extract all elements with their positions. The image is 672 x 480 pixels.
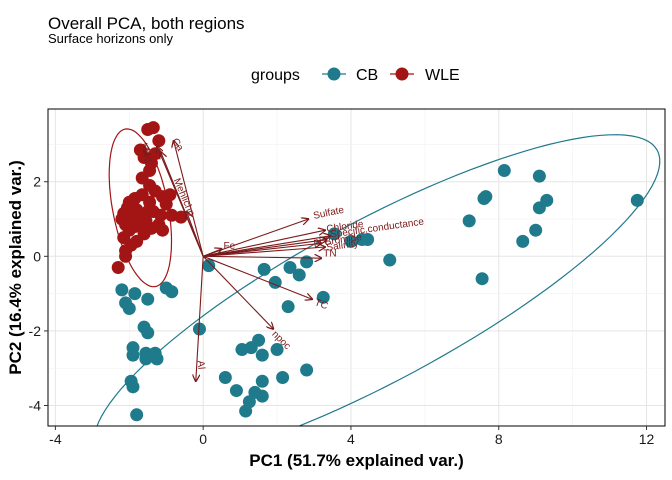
loading-label: Salinity	[326, 238, 359, 253]
point-cb	[130, 408, 144, 422]
loading-label: TN	[323, 248, 336, 259]
point-cb	[516, 234, 530, 248]
loading-label: Mg	[139, 147, 154, 164]
loading-arrow-bromide	[203, 243, 321, 257]
point-wle	[119, 249, 133, 263]
point-cb	[462, 214, 476, 228]
loading-arrow-npoc	[202, 255, 273, 329]
x-tick-label: -4	[49, 431, 62, 447]
point-cb	[141, 326, 155, 340]
score-points	[111, 121, 644, 422]
point-cb	[239, 404, 253, 418]
loading-arrow-chloride	[203, 230, 325, 257]
x-tick-label: 12	[639, 431, 655, 447]
point-cb	[281, 300, 295, 314]
point-wle	[146, 121, 160, 135]
point-cb	[255, 374, 269, 388]
point-cb	[257, 262, 271, 276]
legend-key-cb	[322, 67, 346, 81]
point-cb	[115, 283, 129, 297]
x-tick-label: 8	[495, 431, 503, 447]
point-cb	[497, 164, 511, 178]
x-tick-label: 4	[347, 431, 355, 447]
point-cb	[540, 193, 554, 207]
y-tick-label: 2	[33, 174, 41, 190]
y-tick-label: 0	[33, 248, 41, 264]
point-cb	[316, 290, 330, 304]
point-cb	[141, 292, 155, 306]
y-tick-label: -4	[29, 397, 42, 413]
point-cb	[192, 322, 206, 336]
loading-label: pH	[313, 235, 327, 248]
point-cb	[300, 255, 314, 269]
point-cb	[361, 233, 375, 247]
point-cb	[270, 343, 284, 357]
point-cb	[229, 384, 243, 398]
legend-label-wle: WLE	[425, 67, 460, 84]
legend-title: groups	[251, 67, 300, 84]
loading-label: Fe	[223, 241, 235, 252]
legend-key-wle	[390, 67, 414, 81]
legend: groups CB WLE	[251, 67, 460, 84]
loading-label: Chloride	[326, 219, 365, 235]
axes: -4 0 4 8 12 -4 -2 0 2	[29, 174, 655, 447]
point-cb	[255, 389, 269, 403]
point-cb	[126, 380, 140, 394]
point-cb	[475, 272, 489, 286]
point-cb	[383, 253, 397, 267]
point-cb	[128, 287, 142, 301]
point-cb	[532, 169, 546, 183]
point-cb	[165, 285, 179, 299]
point-wle	[124, 208, 138, 222]
point-cb	[292, 268, 306, 282]
point-cb	[252, 333, 266, 347]
loading-arrow-tc	[202, 255, 312, 299]
point-wle	[163, 188, 177, 202]
point-wle	[111, 261, 125, 274]
loading-arrow-sulfate	[202, 219, 308, 257]
point-cb	[202, 259, 216, 273]
y-tick-label: -2	[29, 323, 42, 339]
loading-arrows	[157, 141, 331, 382]
point-cb	[344, 234, 358, 248]
point-cb	[122, 302, 136, 316]
point-cb	[630, 193, 644, 207]
point-cb	[218, 371, 232, 385]
point-wle	[139, 214, 153, 228]
x-axis-title: PC1 (51.7% explained var.)	[249, 451, 464, 470]
chart-subtitle: Surface horizons only	[48, 31, 174, 46]
point-cb	[283, 261, 297, 274]
chart-title: Overall PCA, both regions	[48, 14, 245, 33]
loading-arrow-ca	[174, 141, 204, 257]
panel-border	[47, 108, 666, 427]
loading-arrow-mg	[161, 152, 204, 257]
point-wle	[137, 227, 151, 241]
point-cb	[529, 223, 543, 237]
point-wle	[152, 134, 166, 148]
loading-arrow-al	[196, 256, 204, 381]
loading-arrow-tn	[203, 256, 321, 258]
loading-label: Na	[138, 142, 153, 158]
point-cb	[150, 352, 164, 366]
point-wle	[174, 210, 188, 224]
loading-label: Al	[195, 360, 207, 370]
loading-label: Bromide	[324, 232, 363, 248]
loading-arrow-mehlichp	[187, 212, 204, 257]
point-cb	[126, 348, 140, 362]
point-cb	[300, 363, 314, 377]
point-cb	[255, 348, 269, 362]
point-wle	[156, 223, 170, 237]
loading-arrow-salinity	[203, 247, 325, 257]
point-wle	[146, 205, 160, 219]
point-cb	[276, 371, 290, 385]
legend-label-cb: CB	[356, 67, 378, 84]
ellipse-cb	[96, 134, 661, 426]
x-tick-label: 0	[199, 431, 207, 447]
point-cb	[479, 190, 493, 204]
y-axis-title: PC2 (16.4% explained var.)	[6, 160, 25, 375]
loading-label: TC	[313, 297, 329, 312]
